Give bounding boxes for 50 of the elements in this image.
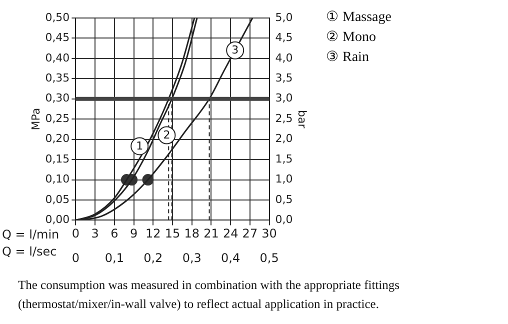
y2-tick-label: 1,0 xyxy=(275,172,293,186)
annotation: 3 xyxy=(232,44,239,57)
text: ③ Rain xyxy=(326,49,370,67)
y2-tick-label: 3,0 xyxy=(275,92,293,105)
x-tick-label: 15 xyxy=(164,226,180,241)
y2-tick-label: 3,5 xyxy=(275,72,293,85)
y2-tick-label: 0,0 xyxy=(275,213,293,226)
x-tick-label: 18 xyxy=(184,226,200,241)
y-tick-label: 0,00 xyxy=(45,213,70,226)
text: The consumption was measured in combination with the appropriate fittings (thermostat/mixer/in-wall valve) to reflect actual application in practice. xyxy=(18,277,401,313)
x-tick-label: 27 xyxy=(242,226,258,241)
y-tick-label: 0,30 xyxy=(45,92,70,105)
y2-tick-label: 5,0 xyxy=(275,10,293,24)
annotation: 2 xyxy=(163,128,170,142)
y2-tick-label: 4,5 xyxy=(275,31,293,44)
y-tick-label: 0,25 xyxy=(45,112,70,125)
y-tick-label: 0,15 xyxy=(45,152,70,166)
y-tick-label: 0,50 xyxy=(45,10,70,24)
x-tick-label: 24 xyxy=(222,226,238,241)
text: ① Massage xyxy=(326,9,392,27)
y-tick-label: 0,05 xyxy=(45,192,70,206)
x2-tick-label: 0,3 xyxy=(182,250,202,265)
x2-tick-label: 0,1 xyxy=(104,250,124,265)
y2-tick-label: 4,0 xyxy=(275,51,293,64)
y2-tick-label: 2,5 xyxy=(275,112,293,125)
x-tick-label: 12 xyxy=(145,226,161,241)
y-tick-label: 0,20 xyxy=(45,132,70,146)
x2-tick-label: 0,2 xyxy=(144,250,163,265)
x-tick-label: 30 xyxy=(262,226,277,241)
x2-tick-label: 0,4 xyxy=(221,250,240,265)
y-axis-title: MPa xyxy=(29,108,42,130)
y2-tick-label: 0,5 xyxy=(275,192,293,206)
y-tick-label: 0,35 xyxy=(45,72,70,85)
y2-tick-label: 2,0 xyxy=(275,132,293,146)
x2-tick-label: 0 xyxy=(72,250,80,265)
y2-tick-label: 1,5 xyxy=(275,152,293,166)
x-tick-label: 3 xyxy=(91,226,99,241)
y-tick-label: 0,10 xyxy=(45,172,70,186)
x-tick-label: 0 xyxy=(72,226,80,241)
x2-axis-title: Q = l/sec xyxy=(2,244,57,259)
x2-tick-label: 0,5 xyxy=(260,250,279,265)
y-tick-label: 0,45 xyxy=(45,31,70,44)
annotation: 1 xyxy=(136,140,144,153)
x-tick-label: 9 xyxy=(130,226,138,241)
y-tick-label: 0,40 xyxy=(45,51,70,64)
x-tick-label: 6 xyxy=(110,226,118,241)
text: ② Mono xyxy=(326,29,377,47)
x-tick-label: 21 xyxy=(204,226,219,241)
x-axis-title: Q = l/min xyxy=(2,227,60,242)
y2-axis-title: bar xyxy=(296,110,309,129)
